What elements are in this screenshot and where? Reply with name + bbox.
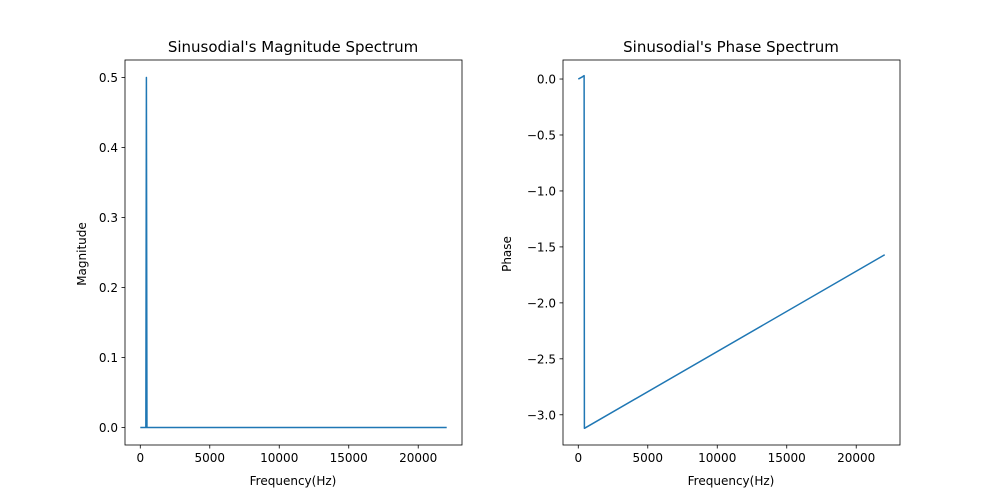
magnitude-x-tick-label: 5000 <box>194 451 225 465</box>
phase-series-line-0 <box>577 74 886 429</box>
phase-x-tick-label: 15000 <box>768 451 806 465</box>
magnitude-x-tick-label: 20000 <box>399 451 437 465</box>
phase-x-tick-label: 5000 <box>632 451 663 465</box>
phase-x-tick-label: 0 <box>574 451 582 465</box>
magnitude-chart-title: Sinusodial's Magnitude Spectrum <box>168 38 418 56</box>
magnitude-y-tick-label: 0.2 <box>99 281 118 295</box>
magnitude-x-tick-label: 15000 <box>330 451 368 465</box>
magnitude-y-tick-label: 0.5 <box>99 71 118 85</box>
magnitude-plot-area: 0 5000 10000 15000 20000 0.0 0.1 0.2 0.3 0.4 0.5 <box>99 59 463 465</box>
phase-y-tick-label: −0.5 <box>527 128 556 142</box>
magnitude-y-tick-label: 0.0 <box>99 421 118 435</box>
phase-subplot: Sinusodial's Phase Spectrum 0 5000 10000 15… <box>500 38 901 488</box>
magnitude-x-tick-label: 0 <box>136 451 144 465</box>
phase-y-tick-label: −1.5 <box>527 240 556 254</box>
magnitude-x-tick-label: 10000 <box>260 451 298 465</box>
magnitude-y-tick-label: 0.4 <box>99 141 118 155</box>
phase-chart-title: Sinusodial's Phase Spectrum <box>623 38 839 56</box>
phase-y-tick-label: 0.0 <box>537 73 556 87</box>
phase-y-tick-label: −2.0 <box>527 296 556 310</box>
phase-axes-frame <box>562 59 901 446</box>
phase-x-axis-label: Frequency(Hz) <box>688 474 775 488</box>
magnitude-subplot: Sinusodial's Magnitude Spectrum 0 5000 100… <box>75 38 463 488</box>
phase-y-tick-label: −2.5 <box>527 352 556 366</box>
magnitude-y-axis-label: Magnitude <box>75 222 89 286</box>
magnitude-axes-frame <box>124 59 463 446</box>
phase-y-tick-label: −3.0 <box>527 408 556 422</box>
phase-x-tick-label: 10000 <box>698 451 736 465</box>
magnitude-y-tick-label: 0.1 <box>99 351 118 365</box>
phase-y-tick-label: −1.0 <box>527 184 556 198</box>
magnitude-y-tick-label: 0.3 <box>99 211 118 225</box>
phase-x-tick-label: 20000 <box>837 451 875 465</box>
magnitude-x-axis-label: Frequency(Hz) <box>250 474 337 488</box>
phase-y-axis-label: Phase <box>500 236 514 272</box>
magnitude-series-line-0 <box>140 76 447 429</box>
phase-plot-area: 0 5000 10000 15000 20000 0.0 −0.5 −1.0 −1.5 −2.0 −… <box>527 59 901 465</box>
